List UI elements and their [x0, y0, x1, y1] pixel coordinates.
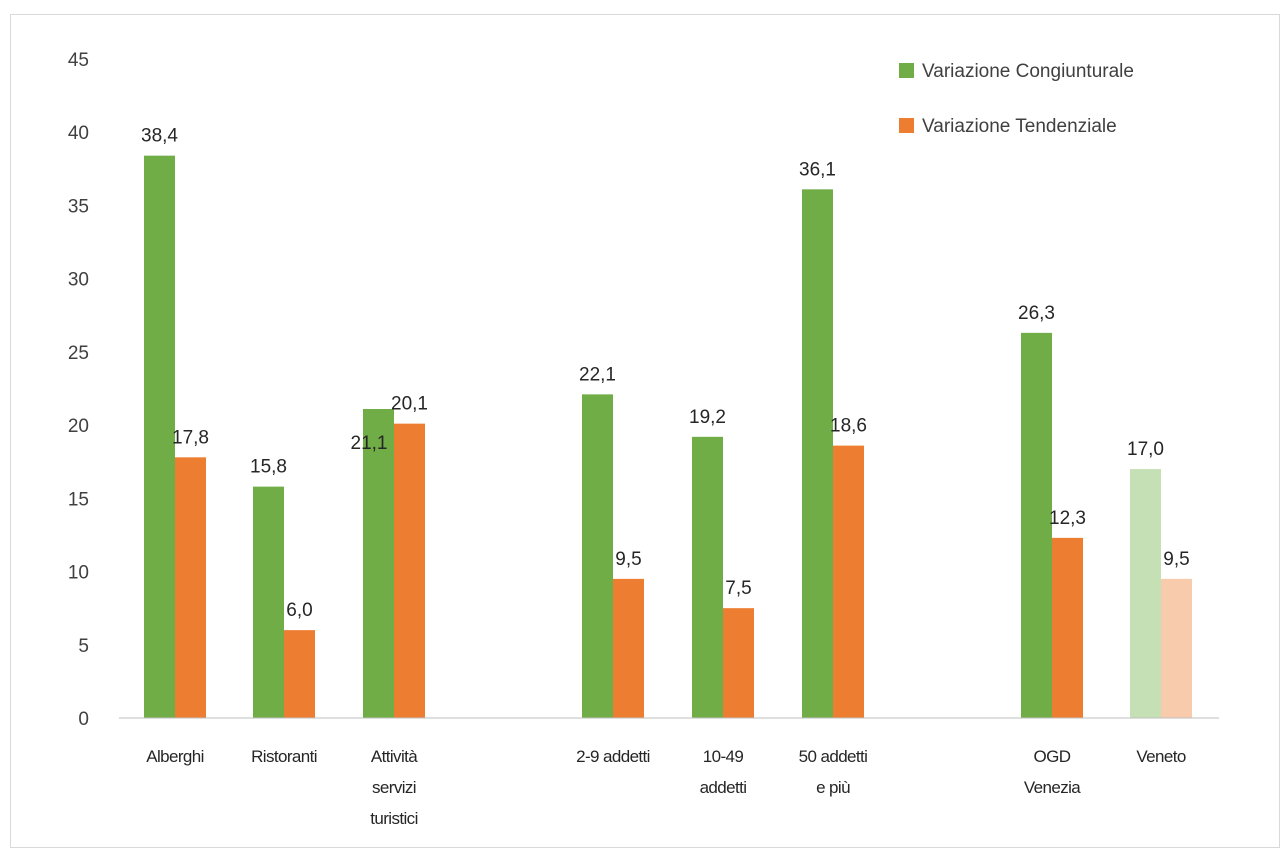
category-labels-group: Alberghi Ristoranti Attività servizi turisti…: [146, 747, 1186, 828]
y-tick-label: 30: [68, 270, 89, 291]
y-tick-label: 0: [78, 709, 89, 730]
category-label: OGD Venezia: [1024, 747, 1081, 797]
legend-label: Variazione Tendenziale: [922, 116, 1117, 137]
category-label: Veneto: [1136, 747, 1185, 766]
y-tick-label: 40: [68, 123, 89, 144]
data-label: 6,0: [286, 600, 312, 621]
bar-tendenziale: [175, 457, 206, 718]
category-label: Alberghi: [146, 747, 204, 766]
y-tick-label: 10: [68, 563, 89, 584]
bar-congiunturale: [802, 189, 833, 718]
bar-tendenziale: [833, 445, 864, 718]
data-label: 26,3: [1018, 303, 1055, 324]
y-tick-label: 15: [68, 489, 89, 510]
category-label: 10-49 addetti: [700, 747, 747, 797]
chart-frame: 0 5 10 15 20 25 30 35 40 45 38,4 17,8 15,8 6,0 21,1 20…: [10, 14, 1280, 848]
bar-tendenziale: [1161, 578, 1192, 718]
data-label: 36,1: [799, 159, 836, 180]
bar-chart: 0 5 10 15 20 25 30 35 40 45 38,4 17,8 15,8 6,0 21,120…: [68, 50, 1219, 828]
category-label: 50 addetti e più: [799, 747, 868, 797]
data-label: 9,5: [1163, 549, 1189, 570]
bar-congiunturale: [692, 436, 723, 718]
y-tick-label: 45: [68, 50, 89, 71]
legend-label: Variazione Congiunturale: [922, 61, 1134, 82]
bar-congiunturale: [1021, 332, 1052, 718]
y-tick-label: 25: [68, 343, 89, 364]
legend-swatch: [899, 118, 914, 133]
category-label: Ristoranti: [251, 747, 317, 766]
bar-tendenziale: [723, 608, 754, 718]
bar-congiunturale: [582, 394, 613, 718]
category-label: 2-9 addetti: [576, 747, 650, 766]
bar-congiunturale: [144, 155, 175, 719]
data-label: 15,8: [250, 457, 287, 478]
data-label: 21,1: [351, 433, 388, 454]
legend: Variazione Congiunturale Variazione Tende…: [899, 61, 1134, 137]
data-label: 38,4: [141, 126, 178, 147]
data-label: 7,5: [725, 578, 751, 599]
data-label: 17,0: [1127, 439, 1164, 460]
bar-tendenziale: [613, 578, 644, 718]
data-label: 18,6: [830, 416, 867, 437]
bars-group: [144, 155, 1192, 719]
bar-congiunturale: [1130, 469, 1161, 718]
data-label: 17,8: [172, 427, 209, 448]
bar-congiunturale: [253, 486, 284, 718]
data-label: 20,1: [391, 394, 428, 415]
data-label: 22,1: [579, 364, 616, 385]
y-axis-ticks: 0 5 10 15 20 25 30 35 40 45: [68, 50, 89, 730]
y-tick-label: 5: [78, 636, 89, 657]
data-label: 9,5: [615, 549, 641, 570]
bar-tendenziale: [284, 630, 315, 718]
y-tick-label: 35: [68, 196, 89, 217]
bar-congiunturale: [363, 409, 394, 718]
legend-swatch: [899, 63, 914, 78]
category-label: Attività servizi turistici: [370, 747, 418, 828]
data-labels-group: 38,4 17,8 15,8 6,0 21,120,1 22,1 9,5 19,2 7,5 36,…: [141, 126, 1190, 621]
bar-tendenziale: [394, 423, 425, 718]
bar-tendenziale: [1052, 537, 1083, 718]
y-tick-label: 20: [68, 416, 89, 437]
data-label: 19,2: [689, 407, 726, 428]
data-label: 12,3: [1049, 508, 1086, 529]
